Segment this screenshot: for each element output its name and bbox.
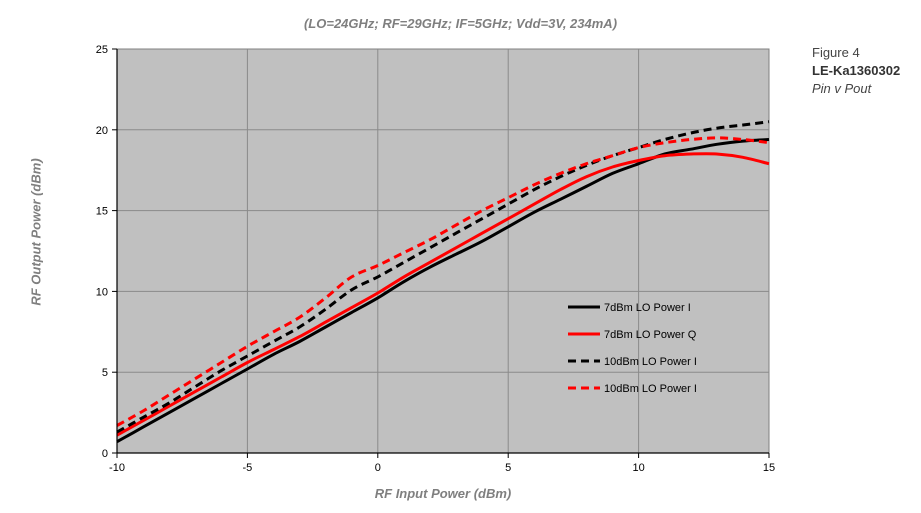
series-lines [116,120,770,444]
y-tick-label: 20 [96,125,108,137]
chart-subtitle: (LO=24GHz; RF=29GHz; IF=5GHz; Vdd=3V, 23… [303,16,618,31]
legend: 7dBm LO Power I 7dBm LO Power Q 10dBm LO P… [568,302,697,395]
figure-description: Pin v Pout [812,81,872,96]
y-axis-label: RF Output Power (dBm) [28,158,44,306]
legend-label-3: 10dBm LO Power I [604,356,697,368]
x-tick-label: 5 [505,462,511,474]
figure-info: Figure 4 LE-Ka1360302 Pin v Pout [812,44,900,98]
figure-number: Figure 4 [812,45,860,60]
y-tick-label: 10 [96,286,108,298]
y-tick-label: 5 [102,367,108,379]
y-tick-label: 0 [102,448,108,460]
legend-label-1: 7dBm LO Power I [604,302,691,314]
series-line-3 [116,120,770,434]
legend-label-2: 7dBm LO Power Q [604,329,697,341]
plot-area [116,48,770,454]
series-line-2 [116,152,770,437]
plot-background [116,48,770,454]
x-tick-label: 10 [632,462,644,474]
axes: 0 5 10 15 20 25 -10 -5 0 5 10 15 [96,44,775,474]
grid-lines [117,49,769,453]
x-tick-label: 0 [375,462,381,474]
x-tick-label: -5 [243,462,253,474]
x-tick-label: -10 [109,462,125,474]
x-axis-label: RF Input Power (dBm) [374,486,512,501]
y-tick-label: 25 [96,44,108,56]
part-number: LE-Ka1360302 [812,63,901,78]
x-tick-label: 15 [763,462,775,474]
legend-label-4: 10dBm LO Power I [604,383,697,395]
y-tick-label: 15 [96,206,108,218]
series-line-4 [116,136,770,427]
